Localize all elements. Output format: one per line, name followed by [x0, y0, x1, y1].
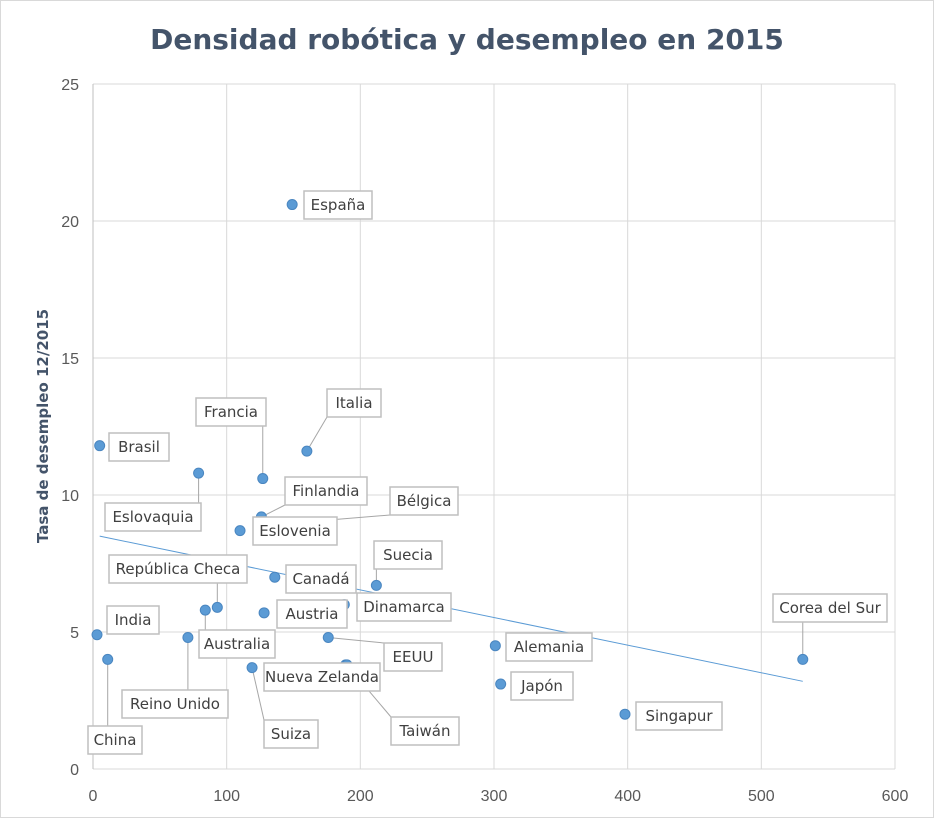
- data-label-box: [106, 605, 160, 635]
- x-tick-label: 500: [748, 788, 775, 805]
- data-point: [619, 708, 631, 720]
- data-point: [489, 640, 501, 652]
- data-label-box: [383, 642, 443, 672]
- data-label: Suecia: [383, 546, 433, 564]
- chart-title: Densidad robótica y desempleo en 2015: [150, 23, 784, 56]
- data-label-box: [263, 719, 319, 749]
- y-tick-label: 25: [61, 77, 79, 94]
- data-point: [182, 631, 194, 643]
- data-label-box: [108, 554, 248, 584]
- data-label-box: [510, 671, 574, 701]
- data-label-box: [772, 593, 888, 623]
- data-point: [211, 601, 223, 613]
- x-tick-label: 0: [89, 788, 98, 805]
- data-label-box: [276, 599, 348, 629]
- x-tick-label: 600: [882, 788, 909, 805]
- data-label: Dinamarca: [363, 598, 445, 616]
- data-label-box: [284, 476, 368, 506]
- data-label-box: [195, 397, 267, 427]
- data-label: España: [311, 196, 366, 214]
- data-label: Eslovenia: [259, 522, 331, 540]
- data-label-box: [303, 190, 373, 220]
- data-label: Eslovaquia: [112, 508, 193, 526]
- data-point: [199, 604, 211, 616]
- y-tick-label: 15: [61, 351, 79, 368]
- leader-line: [251, 667, 265, 721]
- x-tick-label: 400: [614, 788, 641, 805]
- x-tick-label: 300: [481, 788, 508, 805]
- data-label: Reino Unido: [130, 695, 220, 713]
- data-point: [246, 662, 258, 674]
- y-axis-title: Tasa de desempleo 12/2015: [34, 309, 52, 543]
- y-tick-label: 10: [61, 488, 79, 505]
- data-label: Bélgica: [397, 492, 452, 510]
- data-label: Nueva Zelanda: [265, 668, 379, 686]
- data-label-box: [505, 632, 593, 662]
- data-label-box: [198, 629, 276, 659]
- data-label-box: [356, 592, 452, 622]
- data-label-box: [285, 564, 357, 594]
- data-label: República Checa: [116, 560, 241, 578]
- data-point: [322, 631, 334, 643]
- data-label-box: [373, 540, 443, 570]
- y-tick-label: 0: [70, 762, 79, 779]
- data-point: [234, 525, 246, 537]
- data-label: Alemania: [514, 638, 584, 656]
- data-point: [495, 678, 507, 690]
- data-point: [286, 199, 298, 211]
- data-point: [193, 467, 205, 479]
- x-tick-label: 200: [347, 788, 374, 805]
- data-label: Japón: [520, 677, 563, 695]
- data-label-box: [104, 502, 202, 532]
- y-tick-label: 20: [61, 214, 79, 231]
- data-label: Singapur: [645, 707, 713, 725]
- data-label: Brasil: [118, 438, 160, 456]
- data-label-box: [389, 486, 459, 516]
- x-tick-label: 100: [213, 788, 240, 805]
- data-label-box: [87, 725, 143, 755]
- leader-line: [328, 636, 385, 644]
- data-label: Suiza: [271, 725, 311, 743]
- data-label-box: [263, 662, 381, 692]
- data-point: [91, 629, 103, 641]
- data-label-box: [390, 716, 460, 746]
- data-label: EEUU: [393, 648, 434, 666]
- data-label: Francia: [204, 403, 258, 421]
- data-label-box: [326, 388, 382, 418]
- data-labels: España Italia Francia Brasil Eslovaquia Finla…: [87, 190, 888, 755]
- data-point: [257, 473, 269, 485]
- data-point: [797, 653, 809, 665]
- tick-labels: 0 5 10 15 20 25 0 100 200 300 400 500 600: [61, 77, 908, 805]
- data-label: Austria: [286, 605, 339, 623]
- data-point: [258, 607, 270, 619]
- data-label: Finlandia: [293, 482, 360, 500]
- data-label-box: [252, 516, 338, 546]
- data-point: [301, 445, 313, 457]
- data-label: Italia: [335, 394, 372, 412]
- data-points: [91, 199, 809, 720]
- data-label-box: [635, 701, 723, 731]
- data-point: [102, 653, 114, 665]
- leader-line: [306, 416, 328, 452]
- data-label: Corea del Sur: [779, 599, 881, 617]
- data-label: Australia: [204, 635, 270, 653]
- data-point: [94, 440, 106, 452]
- data-label: Taiwán: [398, 722, 450, 740]
- data-label: Canadá: [292, 570, 349, 588]
- data-label: China: [94, 731, 137, 749]
- gridlines: [92, 83, 896, 770]
- data-label: India: [115, 611, 152, 629]
- data-label-box: [108, 432, 170, 462]
- data-point: [269, 571, 281, 583]
- data-point: [370, 579, 382, 591]
- y-tick-label: 5: [70, 625, 79, 642]
- data-label-box: [121, 689, 229, 719]
